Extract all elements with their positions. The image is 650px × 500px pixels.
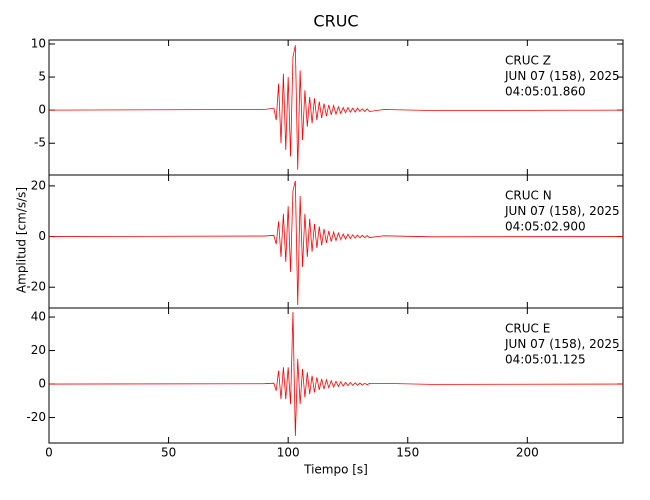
trace: [48, 312, 624, 436]
y-tick-label: 40: [31, 310, 46, 324]
annotation: JUN 07 (158), 2025: [504, 337, 620, 351]
y-axis-label: Amplitud [cm/s/s]: [15, 187, 29, 293]
y-tick-label: 5: [38, 70, 46, 84]
y-tick-label: -20: [26, 410, 46, 424]
x-tick-label: 0: [45, 446, 53, 460]
chart-title: CRUC: [313, 12, 358, 31]
x-tick-label: 150: [396, 446, 419, 460]
annotation: JUN 07 (158), 2025: [504, 69, 620, 83]
panel-frame: [48, 307, 624, 444]
annotation: CRUC N: [505, 189, 552, 203]
y-tick-label: 0: [38, 377, 46, 391]
annotation: 04:05:02.900: [505, 220, 586, 234]
annotation: 04:05:01.860: [505, 85, 586, 99]
y-tick-label: 20: [31, 343, 46, 357]
y-tick-label: 20: [31, 178, 46, 192]
annotation: CRUC Z: [505, 54, 551, 68]
y-tick-label: 0: [38, 229, 46, 243]
y-tick-label: -5: [34, 136, 46, 150]
annotation: JUN 07 (158), 2025: [504, 204, 620, 218]
x-tick-label: 100: [277, 446, 300, 460]
x-tick-label: 50: [161, 446, 176, 460]
y-tick-label: -20: [26, 280, 46, 294]
trace: [48, 180, 624, 305]
annotation: 04:05:01.125: [505, 353, 586, 367]
x-axis-label: Tiempo [s]: [303, 463, 368, 477]
annotation: CRUC E: [505, 322, 550, 336]
y-tick-label: 10: [31, 36, 46, 50]
x-tick-label: 200: [516, 446, 539, 460]
y-tick-label: 0: [38, 103, 46, 117]
trace: [48, 45, 624, 170]
